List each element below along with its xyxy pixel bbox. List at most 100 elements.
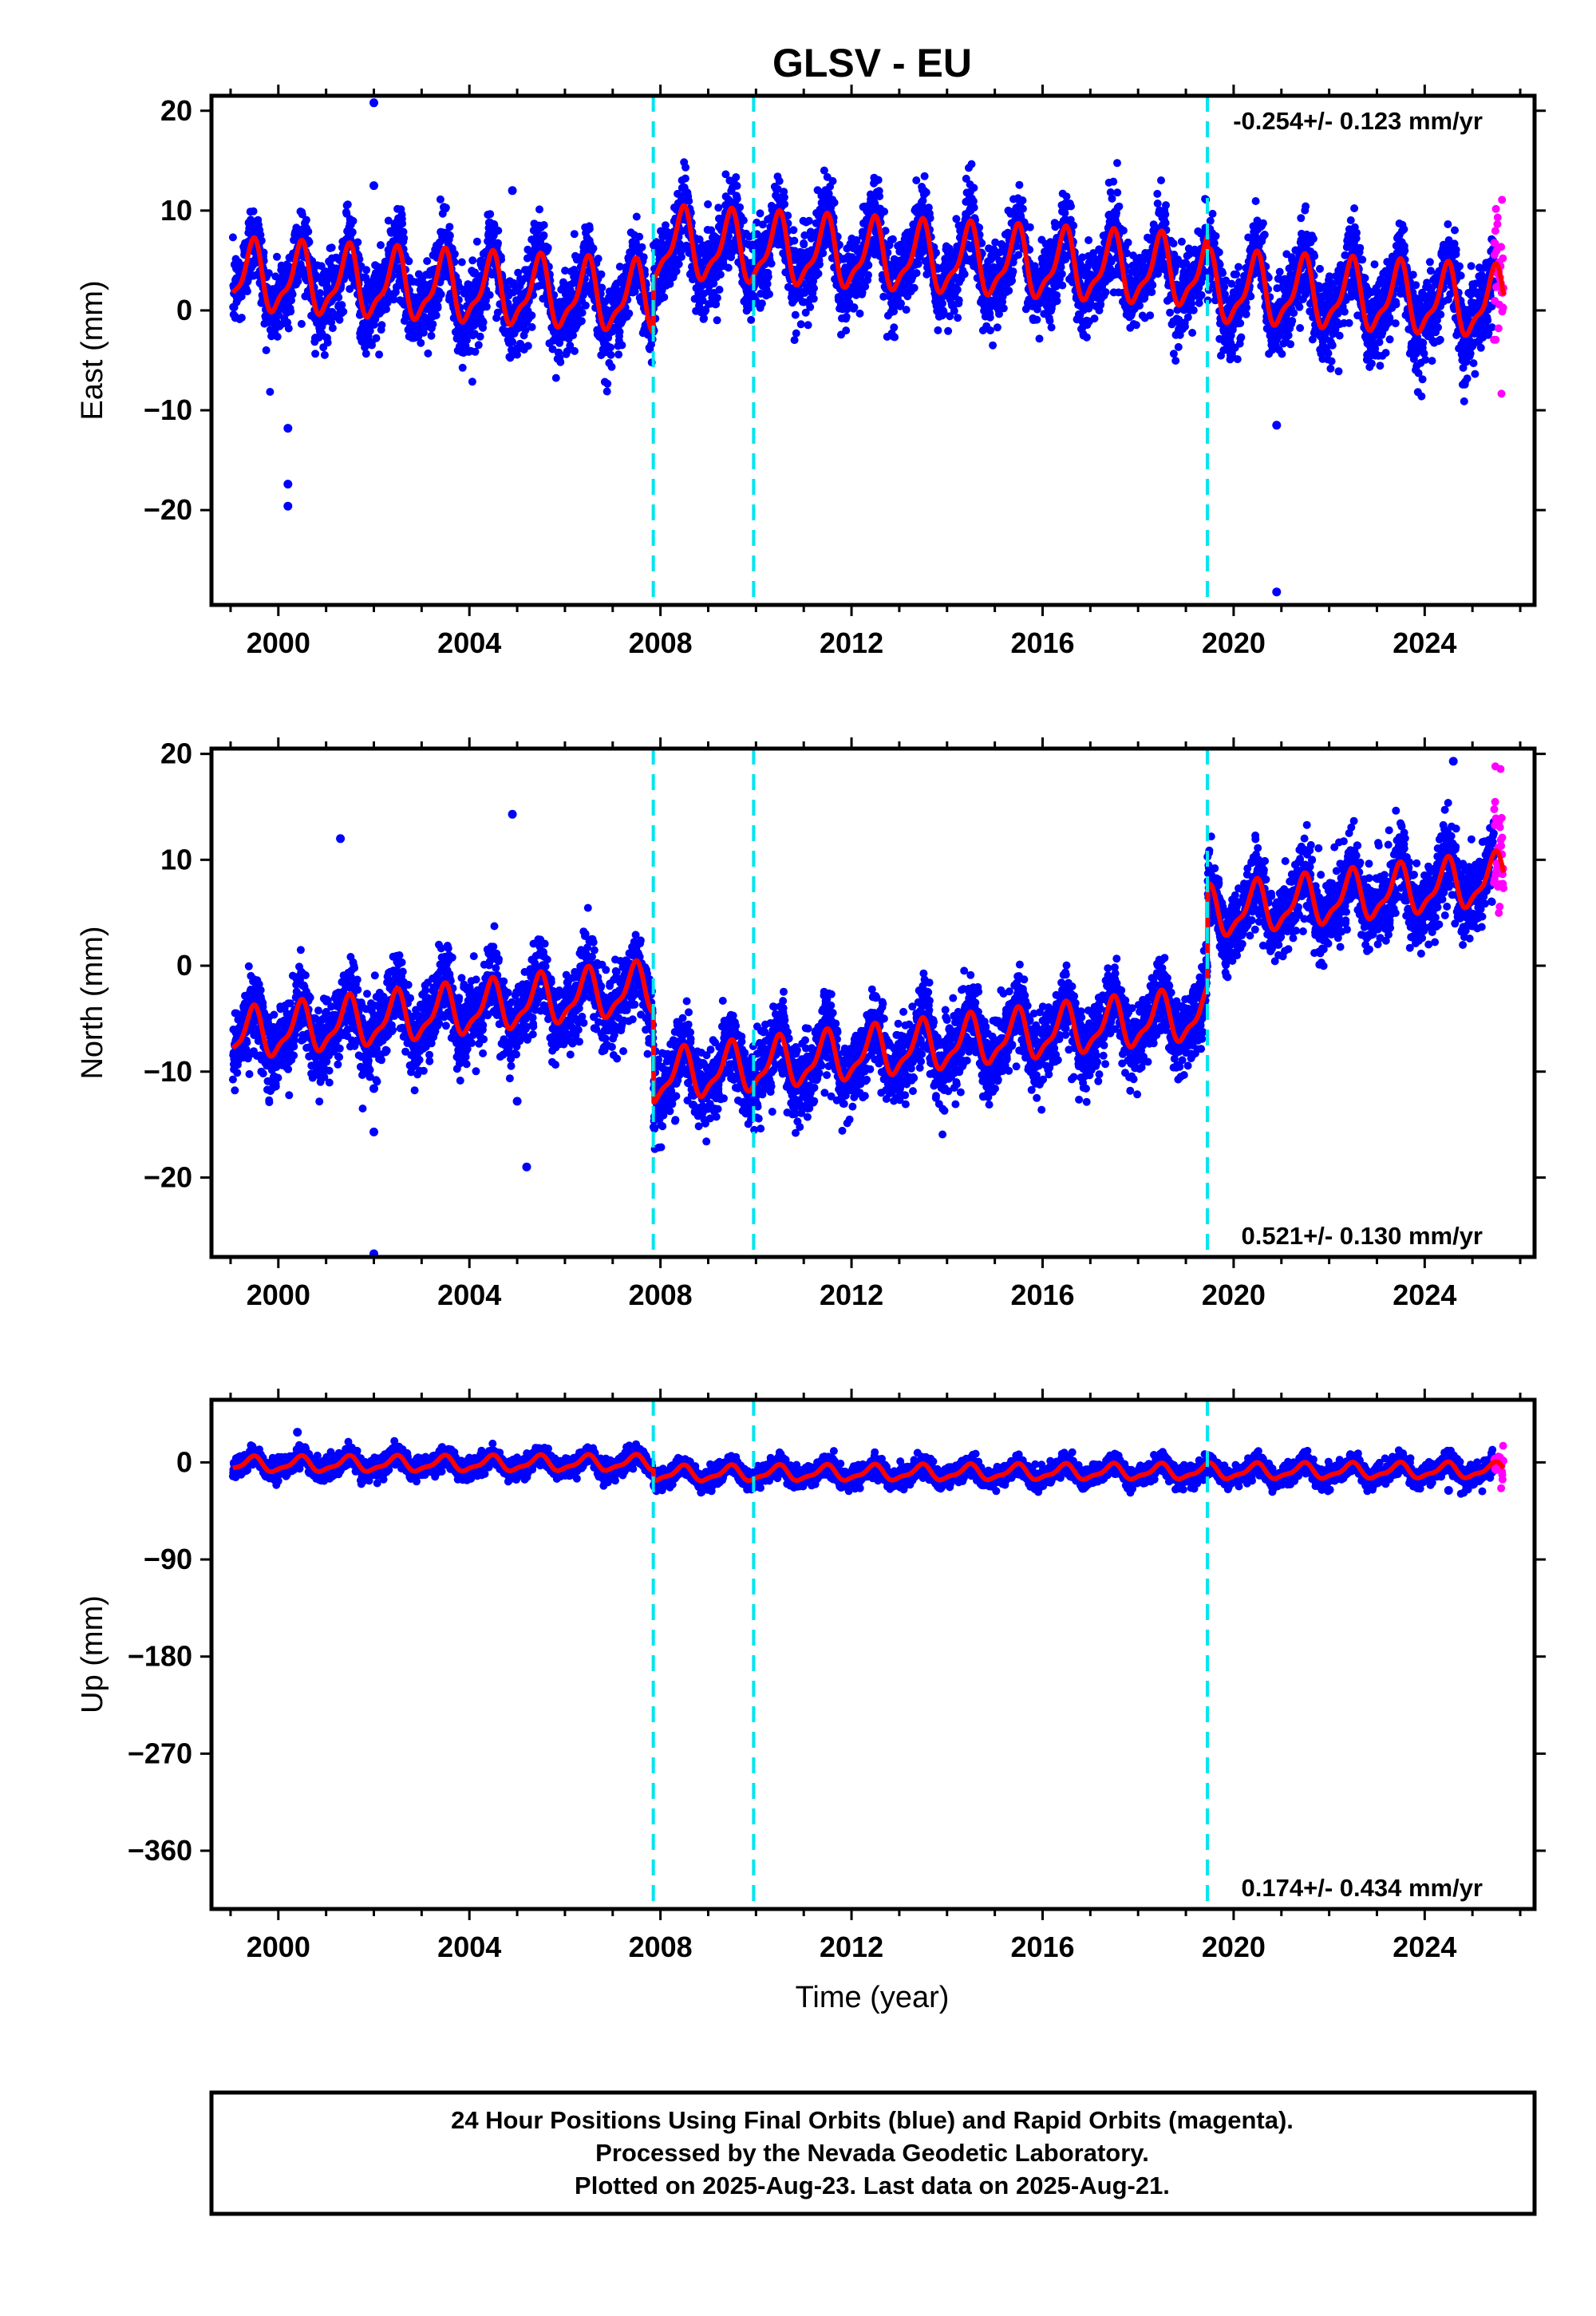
data-point <box>800 240 808 249</box>
data-point <box>1169 350 1178 358</box>
data-point <box>1058 281 1067 290</box>
data-point <box>479 318 488 326</box>
data-point <box>1090 314 1099 323</box>
data-point <box>763 279 772 288</box>
data-point <box>1136 301 1144 310</box>
data-point <box>535 205 543 214</box>
data-point <box>264 269 273 278</box>
data-point <box>993 323 1001 332</box>
data-point <box>816 260 824 269</box>
data-point <box>1084 236 1093 244</box>
data-point <box>327 243 336 252</box>
data-point <box>954 314 962 322</box>
data-point <box>1025 223 1034 231</box>
data-point <box>1082 333 1091 342</box>
data-point <box>399 227 408 236</box>
data-point <box>1062 192 1071 201</box>
data-point <box>1177 237 1186 246</box>
data-point <box>476 332 484 341</box>
data-point <box>775 176 784 185</box>
data-point <box>819 249 828 258</box>
data-point <box>713 316 721 325</box>
data-point <box>1169 239 1178 248</box>
data-point <box>789 226 798 235</box>
data-point <box>334 293 343 302</box>
data-point <box>543 243 552 252</box>
data-point <box>302 215 310 224</box>
data-point <box>1057 270 1066 279</box>
data-point <box>1009 267 1017 276</box>
data-point <box>1124 238 1132 247</box>
data-point <box>632 212 641 221</box>
data-point <box>485 290 494 299</box>
plot-content-east <box>228 98 1507 597</box>
data-point <box>954 296 963 305</box>
data-point <box>1119 226 1128 235</box>
data-point <box>273 252 281 261</box>
data-point <box>960 270 969 279</box>
data-point <box>986 326 994 334</box>
data-point <box>382 305 390 314</box>
data-point <box>1148 288 1156 296</box>
data-point <box>912 176 921 184</box>
data-point <box>660 293 669 302</box>
data-point <box>445 223 454 231</box>
data-point <box>864 261 873 270</box>
data-point <box>733 181 741 190</box>
data-point <box>639 253 648 262</box>
data-point <box>602 387 611 396</box>
data-point <box>791 310 800 319</box>
data-point <box>662 221 670 230</box>
data-point <box>417 338 425 347</box>
data-point <box>432 311 440 320</box>
data-point <box>756 209 764 218</box>
data-point <box>864 271 872 279</box>
data-point <box>311 350 320 358</box>
data-point <box>1162 201 1170 210</box>
data-point <box>305 238 314 247</box>
chart-title: GLSV - EU <box>772 41 972 85</box>
data-point <box>294 277 302 286</box>
data-point <box>603 379 612 388</box>
data-point <box>1132 321 1140 330</box>
data-point <box>581 301 590 310</box>
data-point <box>556 358 565 366</box>
data-point <box>288 290 297 298</box>
data-point <box>842 326 851 335</box>
data-point <box>539 221 548 229</box>
data-point <box>494 227 503 235</box>
data-point <box>934 326 942 334</box>
data-point <box>338 301 346 310</box>
data-point <box>1166 308 1175 317</box>
data-point <box>1146 311 1155 320</box>
data-point <box>804 321 812 330</box>
data-point <box>521 326 530 334</box>
data-point <box>1174 342 1183 351</box>
data-point <box>424 349 433 358</box>
data-point <box>471 347 480 356</box>
data-point <box>714 204 723 212</box>
data-point <box>377 241 385 250</box>
data-point <box>880 207 889 216</box>
data-point <box>747 315 756 324</box>
data-point <box>891 333 899 342</box>
data-point <box>606 350 615 359</box>
data-point <box>298 210 306 219</box>
data-point <box>970 204 978 212</box>
data-point <box>910 283 918 292</box>
data-point <box>551 373 560 382</box>
data-point <box>953 285 962 294</box>
data-point <box>1035 334 1044 343</box>
data-point <box>372 334 381 342</box>
data-point <box>875 192 884 200</box>
data-point <box>1045 316 1054 325</box>
data-point <box>228 233 237 242</box>
data-point <box>1069 221 1078 230</box>
data-point <box>1171 357 1180 365</box>
data-point <box>368 341 376 350</box>
data-point <box>700 314 709 322</box>
data-point <box>715 286 724 294</box>
data-point <box>938 299 946 308</box>
data-point <box>571 346 579 355</box>
